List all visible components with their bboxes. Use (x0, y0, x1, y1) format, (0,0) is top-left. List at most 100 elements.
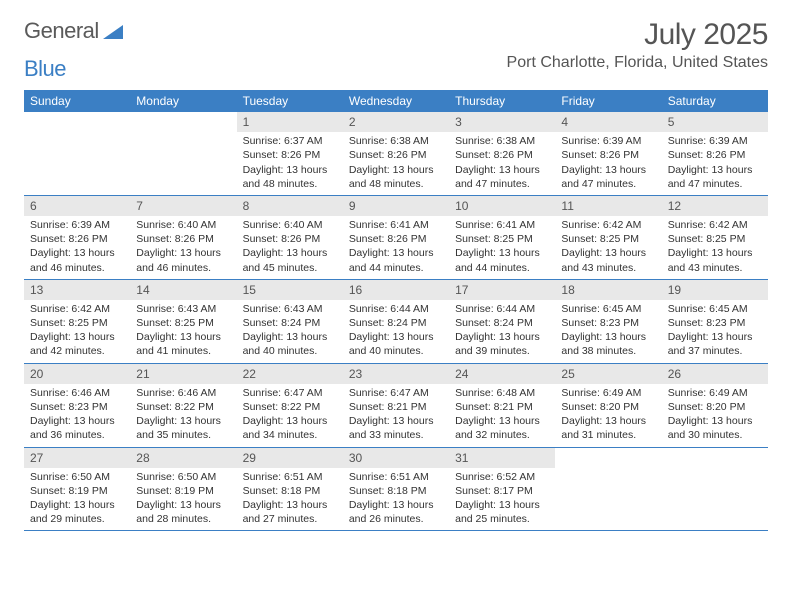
day-number: 15 (237, 280, 343, 300)
sunrise-text: Sunrise: 6:47 AM (243, 386, 337, 400)
sunset-text: Sunset: 8:24 PM (349, 316, 443, 330)
day-number: 23 (343, 364, 449, 384)
sunset-text: Sunset: 8:26 PM (349, 148, 443, 162)
week-row: 6Sunrise: 6:39 AMSunset: 8:26 PMDaylight… (24, 196, 768, 280)
sunset-text: Sunset: 8:23 PM (30, 400, 124, 414)
week-row: 27Sunrise: 6:50 AMSunset: 8:19 PMDayligh… (24, 448, 768, 532)
day-cell: 3Sunrise: 6:38 AMSunset: 8:26 PMDaylight… (449, 112, 555, 195)
daylight-text: Daylight: 13 hours and 31 minutes. (561, 414, 655, 442)
sunset-text: Sunset: 8:17 PM (455, 484, 549, 498)
day-number: 2 (343, 112, 449, 132)
day-number: 9 (343, 196, 449, 216)
sunset-text: Sunset: 8:21 PM (455, 400, 549, 414)
sunset-text: Sunset: 8:25 PM (30, 316, 124, 330)
sunset-text: Sunset: 8:22 PM (243, 400, 337, 414)
dow-thursday: Thursday (449, 90, 555, 112)
sunrise-text: Sunrise: 6:49 AM (668, 386, 762, 400)
dow-sunday: Sunday (24, 90, 130, 112)
sunrise-text: Sunrise: 6:51 AM (243, 470, 337, 484)
day-cell: 23 Sunrise: 6:47 AMSunset: 8:21 PMDayligh… (343, 364, 449, 447)
daylight-text: Daylight: 13 hours and 48 minutes. (243, 163, 337, 191)
sunrise-text: Sunrise: 6:38 AM (349, 134, 443, 148)
day-number: 13 (24, 280, 130, 300)
daylight-text: Daylight: 13 hours and 36 minutes. (30, 414, 124, 442)
day-number: 10 (449, 196, 555, 216)
calendar: SundayMondayTuesdayWednesdayThursdayFrid… (24, 90, 768, 531)
logo-text-2: Blue (24, 56, 66, 82)
day-cell: 2Sunrise: 6:38 AMSunset: 8:26 PMDaylight… (343, 112, 449, 195)
day-cell: 14Sunrise: 6:43 AMSunset: 8:25 PMDayligh… (130, 280, 236, 363)
daylight-text: Daylight: 13 hours and 33 minutes. (349, 414, 443, 442)
day-cell: . (24, 112, 130, 195)
daylight-text: Daylight: 13 hours and 37 minutes. (668, 330, 762, 358)
sunrise-text: Sunrise: 6:38 AM (455, 134, 549, 148)
sunset-text: Sunset: 8:19 PM (136, 484, 230, 498)
sunset-text: Sunset: 8:21 PM (349, 400, 443, 414)
day-cell: 5Sunrise: 6:39 AMSunset: 8:26 PMDaylight… (662, 112, 768, 195)
daylight-text: Daylight: 13 hours and 26 minutes. (349, 498, 443, 526)
day-number: 30 (343, 448, 449, 468)
day-number: 12 (662, 196, 768, 216)
sunrise-text: Sunrise: 6:50 AM (30, 470, 124, 484)
week-row: 20Sunrise: 6:46 AMSunset: 8:23 PMDayligh… (24, 364, 768, 448)
day-number: 4 (555, 112, 661, 132)
week-row: ..1Sunrise: 6:37 AMSunset: 8:26 PMDaylig… (24, 112, 768, 196)
day-number: 24 (449, 364, 555, 384)
week-row: 13Sunrise: 6:42 AMSunset: 8:25 PMDayligh… (24, 280, 768, 364)
sunrise-text: Sunrise: 6:45 AM (561, 302, 655, 316)
day-cell: 30Sunrise: 6:51 AMSunset: 8:18 PMDayligh… (343, 448, 449, 531)
daylight-text: Daylight: 13 hours and 27 minutes. (243, 498, 337, 526)
sunrise-text: Sunrise: 6:37 AM (243, 134, 337, 148)
daylight-text: Daylight: 13 hours and 34 minutes. (243, 414, 337, 442)
sunrise-text: Sunrise: 6:42 AM (30, 302, 124, 316)
sunset-text: Sunset: 8:25 PM (455, 232, 549, 246)
sunset-text: Sunset: 8:24 PM (455, 316, 549, 330)
daylight-text: Daylight: 13 hours and 44 minutes. (349, 246, 443, 274)
daylight-text: Daylight: 13 hours and 25 minutes. (455, 498, 549, 526)
days-of-week-header: SundayMondayTuesdayWednesdayThursdayFrid… (24, 90, 768, 112)
daylight-text: Daylight: 13 hours and 29 minutes. (30, 498, 124, 526)
sunrise-text: Sunrise: 6:39 AM (30, 218, 124, 232)
sunrise-text: Sunrise: 6:42 AM (668, 218, 762, 232)
day-number: 18 (555, 280, 661, 300)
sunrise-text: Sunrise: 6:44 AM (349, 302, 443, 316)
day-cell: 21Sunrise: 6:46 AMSunset: 8:22 PMDayligh… (130, 364, 236, 447)
day-number: 27 (24, 448, 130, 468)
day-number: 28 (130, 448, 236, 468)
sunset-text: Sunset: 8:26 PM (136, 232, 230, 246)
day-cell: 7Sunrise: 6:40 AMSunset: 8:26 PMDaylight… (130, 196, 236, 279)
day-cell: 9Sunrise: 6:41 AMSunset: 8:26 PMDaylight… (343, 196, 449, 279)
sunrise-text: Sunrise: 6:51 AM (349, 470, 443, 484)
day-number: 29 (237, 448, 343, 468)
day-cell: 17Sunrise: 6:44 AMSunset: 8:24 PMDayligh… (449, 280, 555, 363)
sunset-text: Sunset: 8:23 PM (668, 316, 762, 330)
sunset-text: Sunset: 8:18 PM (243, 484, 337, 498)
daylight-text: Daylight: 13 hours and 28 minutes. (136, 498, 230, 526)
sunrise-text: Sunrise: 6:45 AM (668, 302, 762, 316)
daylight-text: Daylight: 13 hours and 47 minutes. (455, 163, 549, 191)
sunset-text: Sunset: 8:26 PM (455, 148, 549, 162)
sunset-text: Sunset: 8:22 PM (136, 400, 230, 414)
day-number: 22 (237, 364, 343, 384)
day-number: 31 (449, 448, 555, 468)
sunrise-text: Sunrise: 6:47 AM (349, 386, 443, 400)
sunset-text: Sunset: 8:25 PM (136, 316, 230, 330)
day-cell: 4Sunrise: 6:39 AMSunset: 8:26 PMDaylight… (555, 112, 661, 195)
daylight-text: Daylight: 13 hours and 42 minutes. (30, 330, 124, 358)
day-cell: 11Sunrise: 6:42 AMSunset: 8:25 PMDayligh… (555, 196, 661, 279)
day-cell: 20Sunrise: 6:46 AMSunset: 8:23 PMDayligh… (24, 364, 130, 447)
daylight-text: Daylight: 13 hours and 45 minutes. (243, 246, 337, 274)
logo-text-1: General (24, 18, 99, 44)
day-cell: . (130, 112, 236, 195)
day-cell: 19Sunrise: 6:45 AMSunset: 8:23 PMDayligh… (662, 280, 768, 363)
day-cell: 13 Sunrise: 6:42 AMSunset: 8:25 PMDayligh… (24, 280, 130, 363)
day-cell: 6Sunrise: 6:39 AMSunset: 8:26 PMDaylight… (24, 196, 130, 279)
day-cell: . (662, 448, 768, 531)
sunrise-text: Sunrise: 6:41 AM (455, 218, 549, 232)
day-number: 11 (555, 196, 661, 216)
day-number: 25 (555, 364, 661, 384)
sunset-text: Sunset: 8:26 PM (561, 148, 655, 162)
daylight-text: Daylight: 13 hours and 47 minutes. (668, 163, 762, 191)
sunset-text: Sunset: 8:26 PM (349, 232, 443, 246)
dow-friday: Friday (555, 90, 661, 112)
